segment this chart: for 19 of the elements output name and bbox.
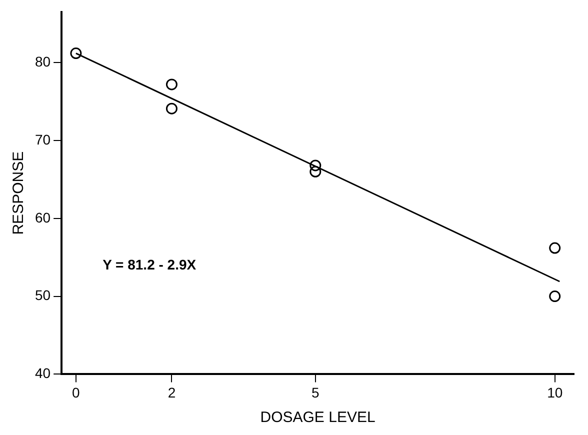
x-tick-label: 5 — [311, 384, 320, 400]
point — [70, 48, 82, 60]
x-tick-label: 10 — [547, 384, 563, 400]
y-tick-label: 50 — [34, 287, 51, 304]
point — [549, 290, 561, 302]
y-tick-label: 70 — [34, 131, 51, 148]
point — [310, 166, 322, 178]
point — [166, 78, 178, 90]
annotation: Y = 81.2 - 2.9X — [102, 256, 197, 272]
point — [166, 102, 178, 114]
y-axis-title: RESPONSE — [10, 151, 28, 235]
y-tick-label: 40 — [34, 365, 51, 382]
y-tick-label: 80 — [34, 53, 51, 70]
x-tick-label: 0 — [72, 384, 80, 400]
point — [549, 242, 561, 254]
point — [310, 160, 322, 172]
x-axis-title: DOSAGE LEVEL — [260, 409, 376, 426]
y-tick-label: 60 — [34, 209, 51, 226]
x-tick-label: 2 — [168, 384, 176, 400]
